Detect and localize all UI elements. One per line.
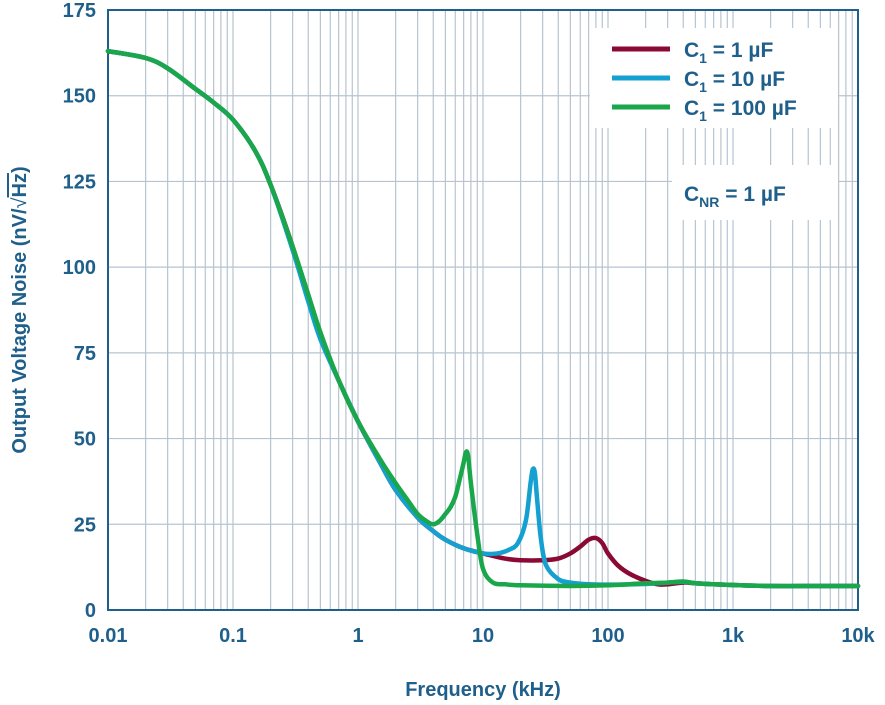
y-axis-title: Output Voltage Noise (nV/√Hz): [9, 166, 31, 453]
y-tick-label: 125: [63, 171, 96, 193]
cnr-annotation: CNR = 1 µF: [672, 165, 838, 220]
x-axis-title: Frequency (kHz): [405, 679, 561, 701]
y-tick-labels: 0 25 50 75 100 125 150 175: [63, 0, 96, 622]
y-tick-label: 75: [74, 343, 96, 365]
x-tick-label: 10k: [841, 625, 875, 647]
annotation-text: CNR = 1 µF: [684, 183, 786, 210]
y-tick-label: 0: [85, 600, 96, 622]
x-tick-label: 10: [472, 625, 494, 647]
x-tick-labels: 0.01 0.1 1 10 100 1k 10k: [89, 625, 876, 647]
sqrt-symbol: √: [9, 197, 31, 208]
series-layer: [105, 48, 861, 589]
plot-frame: [107, 9, 859, 611]
legend-label: C1 = 1 µF: [684, 39, 774, 66]
chart-grid: [108, 10, 858, 610]
y-tick-label: 100: [63, 257, 96, 279]
x-tick-label: 1: [352, 625, 363, 647]
y-axis-title-main: Output Voltage Noise (nV/: [9, 208, 31, 454]
legend-label: C1 = 100 µF: [684, 97, 797, 124]
legend-label: C1 = 10 µF: [684, 68, 785, 95]
annotation-background: [672, 165, 838, 220]
y-tick-label: 150: [63, 86, 96, 108]
x-tick-label: 0.01: [89, 625, 128, 647]
x-tick-label: 1k: [722, 625, 745, 647]
x-tick-label: 0.1: [219, 625, 247, 647]
y-tick-label: 175: [63, 0, 96, 22]
y-axis-title-unit: Hz: [9, 173, 31, 197]
series-line-3: [105, 48, 861, 589]
y-tick-label: 25: [74, 514, 96, 536]
x-tick-label: 100: [591, 625, 624, 647]
y-axis-title-tail: ): [9, 166, 31, 173]
svg-text:Output Voltage Noise (nV/√Hz): Output Voltage Noise (nV/√Hz): [9, 166, 31, 453]
y-tick-label: 50: [74, 429, 96, 451]
